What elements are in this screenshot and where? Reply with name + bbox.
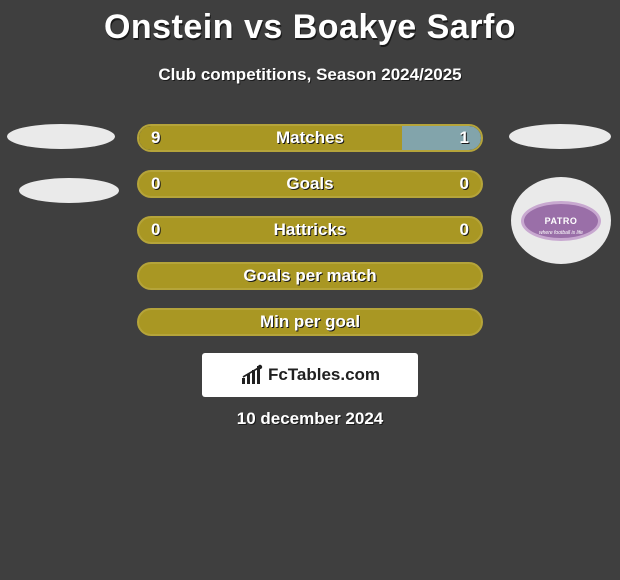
stat-value-left: 0 xyxy=(151,218,160,242)
team-badge-left xyxy=(19,178,119,203)
team-badge-right-inner: PATRO where football is life xyxy=(521,201,601,241)
team-badge-right: PATRO where football is life xyxy=(511,177,611,264)
footer-text: FcTables.com xyxy=(268,365,380,385)
stat-row: Min per goal xyxy=(137,308,483,336)
stat-label: Hattricks xyxy=(139,218,481,242)
badge-right-sub: where football is life xyxy=(539,230,583,236)
comparison-rows: Matches91Goals00Hattricks00Goals per mat… xyxy=(137,124,483,354)
team-badge-left xyxy=(7,124,115,149)
stat-label: Min per goal xyxy=(139,310,481,334)
subtitle: Club competitions, Season 2024/2025 xyxy=(0,65,620,85)
stat-value-left: 9 xyxy=(151,126,160,150)
stat-value-left: 0 xyxy=(151,172,160,196)
stat-row: Goals0 0 xyxy=(137,170,483,198)
chart-icon xyxy=(240,364,264,386)
stat-value-right: 0 xyxy=(460,172,469,196)
stat-row: Goals per match xyxy=(137,262,483,290)
badge-right-label: PATRO xyxy=(545,216,578,226)
stat-label: Goals xyxy=(139,172,481,196)
stat-row: Hattricks0 0 xyxy=(137,216,483,244)
footer-card: FcTables.com xyxy=(202,353,418,397)
date-label: 10 december 2024 xyxy=(0,409,620,429)
stat-label: Goals per match xyxy=(139,264,481,288)
team-badge-right xyxy=(509,124,611,149)
stat-label: Matches xyxy=(139,126,481,150)
stat-value-right: 1 xyxy=(460,126,469,150)
stat-value-right: 0 xyxy=(460,218,469,242)
stat-row: Matches9 1 xyxy=(137,124,483,152)
page-title: Onstein vs Boakye Sarfo xyxy=(0,0,620,47)
